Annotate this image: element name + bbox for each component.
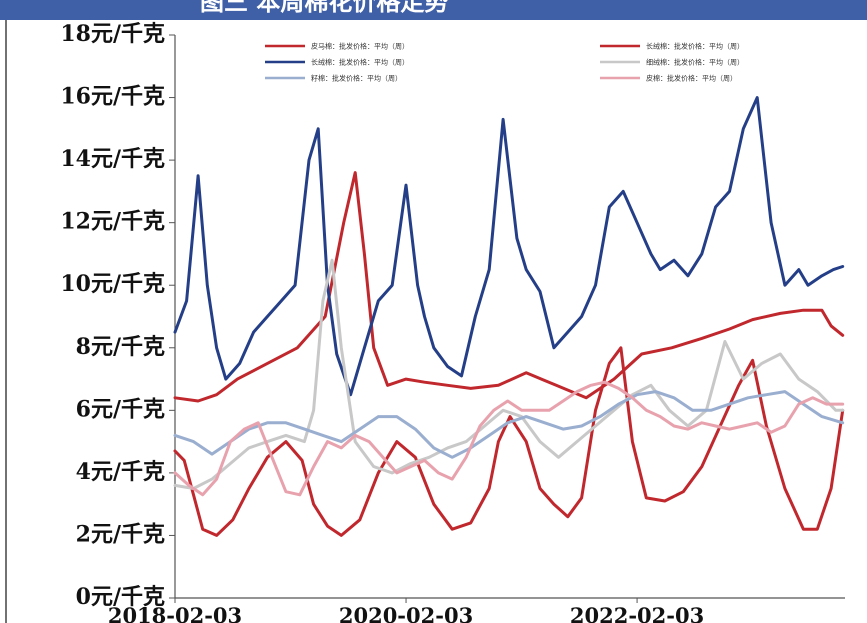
chart-title: 图三 本周棉花价格走势 <box>200 0 448 16</box>
legend-label: 细绒棉：批发价格：平均（周） <box>646 58 744 67</box>
series-line-3 <box>173 96 845 397</box>
y-tick-label: 16元/千克 <box>60 84 165 110</box>
series-lines-group <box>173 96 845 537</box>
legend-label: 长绒棉：批发价格：平均（周） <box>311 58 409 67</box>
series-line-1 <box>173 171 845 403</box>
y-tick-label: 0元/千克 <box>76 584 165 610</box>
legend-label: 皮马棉：批发价格：平均（周） <box>311 42 409 51</box>
legend-label: 皮棉：批发价格：平均（周） <box>646 74 737 83</box>
y-tick-label: 10元/千克 <box>60 271 165 297</box>
x-ticks-group: 2018-02-03 2020-02-03 2022-02-03 <box>108 598 704 623</box>
y-tick-label: 6元/千克 <box>76 396 165 422</box>
legend: 皮马棉：批发价格：平均（周） 长绒棉：批发价格：平均（周） 长绒棉：批发价格：平均（… <box>265 42 744 83</box>
series-line-2 <box>173 346 845 537</box>
y-tick-label: 12元/千克 <box>60 209 165 235</box>
legend-label: 籽棉：批发价格：平均（周） <box>311 74 402 83</box>
series-line-5 <box>173 390 845 459</box>
y-tick-label: 2元/千克 <box>76 521 165 547</box>
x-tick-label: 2018-02-03 <box>108 603 242 623</box>
y-ticks-group: 0元/千克 2元/千克 4元/千克 6元/千克 8元/千克 10元/千克 12元/千克 14元… <box>60 21 175 610</box>
series-line-6 <box>173 380 845 497</box>
title-bar: 图三 本周棉花价格走势 <box>0 0 867 20</box>
y-tick-label: 8元/千克 <box>76 334 165 360</box>
series-line-4 <box>173 258 845 490</box>
axes-group <box>174 35 845 599</box>
y-tick-label: 14元/千克 <box>60 146 165 172</box>
y-tick-label: 18元/千克 <box>60 21 165 47</box>
title-bar-background <box>0 0 867 20</box>
legend-label: 长绒棉：批发价格：平均（周） <box>646 42 744 51</box>
x-tick-label: 2022-02-03 <box>570 603 704 623</box>
x-tick-label: 2020-02-03 <box>339 603 473 623</box>
y-tick-label: 4元/千克 <box>76 459 165 485</box>
